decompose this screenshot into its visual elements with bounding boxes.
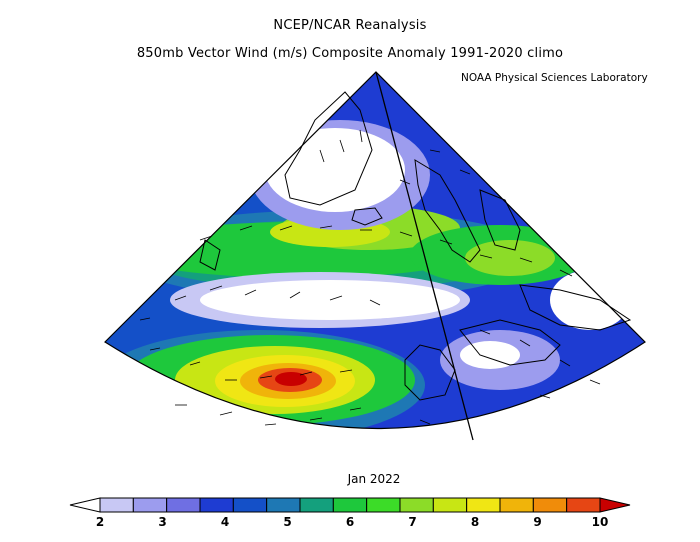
colorbar-tick-label: 2 [96, 515, 104, 529]
colorbar-box [232, 497, 268, 513]
colorbar-box [99, 497, 134, 513]
date-label: Jan 2022 [347, 472, 401, 486]
credit-label: NOAA Physical Sciences Laboratory [461, 72, 648, 84]
colorbar-box [532, 497, 568, 513]
colorbar-tick-label: 4 [221, 515, 229, 529]
wind-vectors [139, 129, 601, 426]
colorbar-tick-label: 10 [592, 515, 609, 529]
colorbar-tick-label: 5 [283, 515, 291, 529]
figure-subtitle: 850mb Vector Wind (m/s) Composite Anomal… [136, 46, 564, 61]
colorbar-tick-labels: 2 3 4 5 6 7 8 9 10 [96, 515, 609, 529]
colorbar-box [466, 497, 501, 513]
coastlines [199, 91, 632, 401]
colorbar-box [266, 497, 301, 513]
colorbar-box [366, 497, 401, 513]
colorbar-tick-label: 7 [408, 515, 416, 529]
meridian-line [375, 71, 474, 441]
figure-title: NCEP/NCAR Reanalysis [273, 18, 427, 33]
colorbar-boxes [69, 497, 631, 513]
colorbar-box [332, 497, 368, 513]
colorbar-tick-label: 3 [158, 515, 166, 529]
colorbar-box [132, 497, 168, 513]
colorbar-over-triangle [599, 497, 631, 513]
colorbar-box [299, 497, 334, 513]
colorbar-tick-label: 8 [471, 515, 479, 529]
colorbar-box [432, 497, 468, 513]
colorbar-tick-label: 6 [346, 515, 354, 529]
colorbar-box [499, 497, 534, 513]
colorbar-under-triangle [69, 497, 101, 513]
colorbar-box [199, 497, 234, 513]
colorbar-box [166, 497, 201, 513]
colorbar-box [566, 497, 601, 513]
colorbar-box [399, 497, 434, 513]
map-frame [104, 71, 646, 429]
colorbar-tick-label: 9 [533, 515, 541, 529]
